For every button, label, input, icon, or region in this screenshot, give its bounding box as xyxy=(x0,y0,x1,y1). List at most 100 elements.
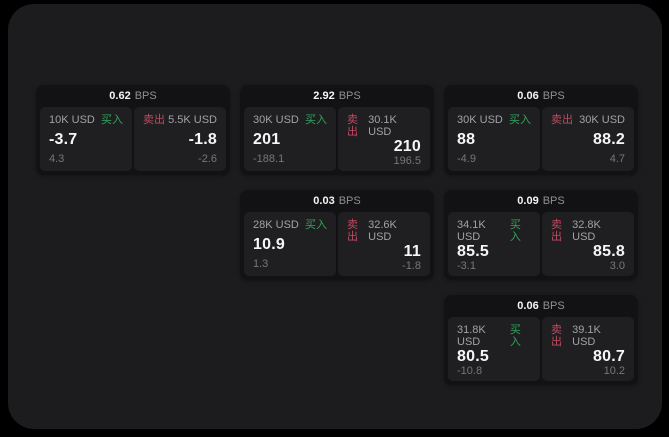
buy-tile[interactable]: 28K USD 买入 10.9 1.3 xyxy=(244,212,336,276)
sell-tile-top: 卖出 30.1K USD xyxy=(347,114,421,138)
sell-label: 卖出 xyxy=(551,324,562,348)
buy-tile[interactable]: 30K USD 买入 201 -188.1 xyxy=(244,107,336,171)
sell-tile-top: 卖出 32.8K USD xyxy=(551,219,625,243)
sell-tile-top: 卖出 5.5K USD xyxy=(143,114,217,126)
buy-delta: -188.1 xyxy=(253,153,285,165)
tiles-row: 31.8K USD 买入 80.5 -10.8 卖出 39.1K USD 80.… xyxy=(448,317,634,381)
buy-delta: -10.8 xyxy=(457,365,483,377)
tiles-row: 34.1K USD 买入 85.5 -3.1 卖出 32.8K USD 85.8… xyxy=(448,212,634,276)
sell-price: 88.2 xyxy=(593,131,625,148)
buy-amount: 31.8K USD xyxy=(457,324,486,348)
buy-price: 80.5 xyxy=(457,348,489,365)
card-header: 0.03 BPS xyxy=(244,190,430,212)
tiles-row: 28K USD 买入 10.9 1.3 卖出 32.6K USD 11 -1.8 xyxy=(244,212,430,276)
tiles-row: 30K USD 买入 88 -4.9 卖出 30K USD 88.2 4.7 xyxy=(448,107,634,171)
sell-label: 卖出 xyxy=(551,114,573,126)
buy-price: 201 xyxy=(253,131,281,148)
sell-amount: 32.6K USD xyxy=(368,219,397,243)
card-header: 0.06 BPS xyxy=(448,295,634,317)
buy-price: 85.5 xyxy=(457,243,489,260)
buy-delta: -3.1 xyxy=(457,260,476,272)
bps-unit: BPS xyxy=(542,90,565,102)
sell-delta: -2.6 xyxy=(198,153,217,165)
buy-tile-top: 28K USD 买入 xyxy=(253,219,327,231)
card-header: 2.92 BPS xyxy=(244,85,430,107)
sell-tile-top: 卖出 30K USD xyxy=(551,114,625,126)
buy-tile-top: 34.1K USD 买入 xyxy=(457,219,531,243)
sell-delta: 10.2 xyxy=(603,365,625,377)
buy-price: -3.7 xyxy=(49,131,78,148)
spread-card: 0.06 BPS 31.8K USD 买入 80.5 -10.8 卖出 39.1… xyxy=(444,295,638,385)
bps-value: 0.06 xyxy=(517,90,539,102)
buy-tile[interactable]: 34.1K USD 买入 85.5 -3.1 xyxy=(448,212,540,276)
sell-label: 卖出 xyxy=(143,114,165,126)
buy-delta: 1.3 xyxy=(253,258,269,270)
buy-tile[interactable]: 30K USD 买入 88 -4.9 xyxy=(448,107,540,171)
sell-tile-top: 卖出 32.6K USD xyxy=(347,219,421,243)
spread-card: 0.03 BPS 28K USD 买入 10.9 1.3 卖出 32.6K US… xyxy=(240,190,434,280)
buy-price: 88 xyxy=(457,131,476,148)
buy-label: 买入 xyxy=(305,114,327,126)
buy-label: 买入 xyxy=(305,219,327,231)
sell-tile[interactable]: 卖出 30.1K USD 210 196.5 xyxy=(338,107,430,171)
bps-value: 0.03 xyxy=(313,195,335,207)
sell-tile[interactable]: 卖出 30K USD 88.2 4.7 xyxy=(542,107,634,171)
buy-label: 买入 xyxy=(509,219,521,243)
sell-amount: 30.1K USD xyxy=(368,114,397,138)
card-header: 0.09 BPS xyxy=(448,190,634,212)
buy-amount: 10K USD xyxy=(49,114,95,126)
sell-amount: 30K USD xyxy=(579,114,625,126)
sell-tile[interactable]: 卖出 5.5K USD -1.8 -2.6 xyxy=(134,107,226,171)
spread-card: 0.62 BPS 10K USD 买入 -3.7 4.3 卖出 5.5K USD xyxy=(36,85,230,175)
card-header: 0.06 BPS xyxy=(448,85,634,107)
sell-tile-top: 卖出 39.1K USD xyxy=(551,324,625,348)
buy-amount: 34.1K USD xyxy=(457,219,486,243)
buy-label: 买入 xyxy=(509,324,521,348)
bps-unit: BPS xyxy=(134,90,157,102)
bps-value: 2.92 xyxy=(313,90,335,102)
sell-label: 卖出 xyxy=(347,114,358,138)
sell-tile[interactable]: 卖出 32.6K USD 11 -1.8 xyxy=(338,212,430,276)
buy-delta: 4.3 xyxy=(49,153,65,165)
sell-label: 卖出 xyxy=(551,219,562,243)
sell-label: 卖出 xyxy=(347,219,358,243)
sell-delta: 3.0 xyxy=(609,260,625,272)
sell-delta: -1.8 xyxy=(402,260,421,272)
bps-value: 0.09 xyxy=(517,195,539,207)
bps-unit: BPS xyxy=(542,195,565,207)
tiles-row: 10K USD 买入 -3.7 4.3 卖出 5.5K USD -1.8 -2.… xyxy=(40,107,226,171)
sell-delta: 4.7 xyxy=(609,153,625,165)
sell-price: 80.7 xyxy=(593,348,625,365)
sell-price: 210 xyxy=(393,138,421,155)
sell-tile[interactable]: 卖出 39.1K USD 80.7 10.2 xyxy=(542,317,634,381)
card-header: 0.62 BPS xyxy=(40,85,226,107)
sell-price: 11 xyxy=(403,243,421,260)
quote-cards-grid: 0.62 BPS 10K USD 买入 -3.7 4.3 卖出 5.5K USD xyxy=(36,85,638,385)
buy-tile-top: 30K USD 买入 xyxy=(457,114,531,126)
buy-delta: -4.9 xyxy=(457,153,476,165)
sell-price: -1.8 xyxy=(188,131,217,148)
tiles-row: 30K USD 买入 201 -188.1 卖出 30.1K USD 210 1… xyxy=(244,107,430,171)
sell-price: 85.8 xyxy=(593,243,625,260)
buy-amount: 28K USD xyxy=(253,219,299,231)
buy-tile[interactable]: 31.8K USD 买入 80.5 -10.8 xyxy=(448,317,540,381)
spread-card: 2.92 BPS 30K USD 买入 201 -188.1 卖出 30.1K … xyxy=(240,85,434,175)
bps-unit: BPS xyxy=(338,90,361,102)
sell-tile[interactable]: 卖出 32.8K USD 85.8 3.0 xyxy=(542,212,634,276)
buy-label: 买入 xyxy=(101,114,123,126)
buy-tile-top: 10K USD 买入 xyxy=(49,114,123,126)
sell-amount: 32.8K USD xyxy=(572,219,601,243)
bps-value: 0.62 xyxy=(109,90,131,102)
bps-value: 0.06 xyxy=(517,300,539,312)
sell-amount: 5.5K USD xyxy=(168,114,217,126)
spread-card: 0.06 BPS 30K USD 买入 88 -4.9 卖出 30K USD xyxy=(444,85,638,175)
buy-price: 10.9 xyxy=(253,236,285,253)
spread-card: 0.09 BPS 34.1K USD 买入 85.5 -3.1 卖出 32.8K… xyxy=(444,190,638,280)
buy-amount: 30K USD xyxy=(253,114,299,126)
buy-tile[interactable]: 10K USD 买入 -3.7 4.3 xyxy=(40,107,132,171)
buy-label: 买入 xyxy=(509,114,531,126)
sell-amount: 39.1K USD xyxy=(572,324,601,348)
bps-unit: BPS xyxy=(542,300,565,312)
buy-tile-top: 30K USD 买入 xyxy=(253,114,327,126)
